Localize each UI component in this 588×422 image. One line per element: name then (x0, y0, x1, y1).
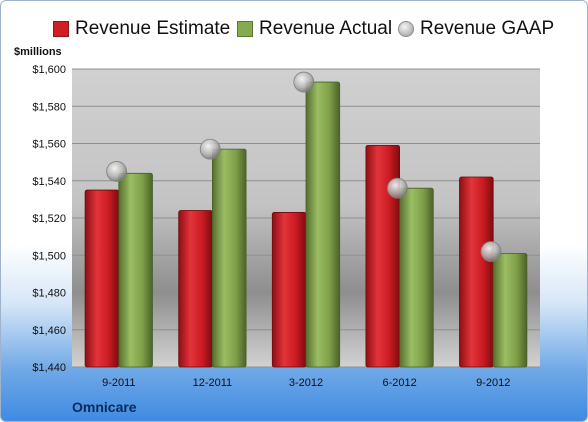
y-tick-label: $1,540 (32, 176, 66, 188)
y-tick-label: $1,580 (32, 101, 66, 113)
y-axis-units-label: $millions (14, 46, 62, 58)
x-tick-label: 9-2011 (102, 377, 135, 389)
legend: Revenue Estimate Revenue Actual Revenue … (1, 17, 587, 41)
legend-label-actual: Revenue Actual (259, 18, 393, 39)
bar-estimate (459, 176, 494, 368)
gaap-marker (480, 241, 502, 262)
legend-swatch-estimate (53, 21, 69, 37)
legend-item-gaap: Revenue GAAP (398, 17, 554, 41)
gaap-marker (199, 138, 221, 160)
y-tick-label: $1,600 (32, 64, 66, 76)
company-name: Omnicare (72, 399, 137, 415)
legend-item-actual: Revenue Actual (237, 17, 392, 41)
legend-label-gaap: Revenue GAAP (420, 18, 555, 39)
x-tick-label: 9-2012 (476, 377, 510, 389)
gaap-marker (293, 71, 315, 93)
bar-estimate (84, 189, 120, 368)
legend-label-estimate: Revenue Estimate (75, 18, 231, 39)
y-tick-label: $1,500 (32, 250, 66, 262)
bar-actual (211, 148, 247, 368)
y-tick-label: $1,480 (32, 288, 66, 300)
y-tick-label: $1,560 (32, 139, 66, 151)
gaap-marker (106, 161, 128, 182)
bar-estimate (178, 210, 213, 368)
x-tick-label: 6-2012 (382, 377, 416, 389)
bar-estimate (271, 212, 307, 368)
gaap-marker (387, 177, 408, 199)
x-tick-label: 12-2011 (193, 377, 233, 389)
legend-swatch-gaap (398, 21, 414, 37)
y-tick-label: $1,460 (32, 325, 66, 337)
bar-actual (118, 172, 153, 368)
legend-swatch-actual (237, 21, 253, 37)
legend-item-estimate: Revenue Estimate (53, 17, 230, 41)
y-tick-label: $1,520 (32, 213, 66, 225)
bar-actual (399, 187, 434, 368)
bar-actual (492, 252, 528, 368)
bar-actual (305, 81, 341, 368)
x-tick-label: 3-2012 (289, 377, 323, 389)
y-tick-label: $1,440 (32, 362, 66, 374)
